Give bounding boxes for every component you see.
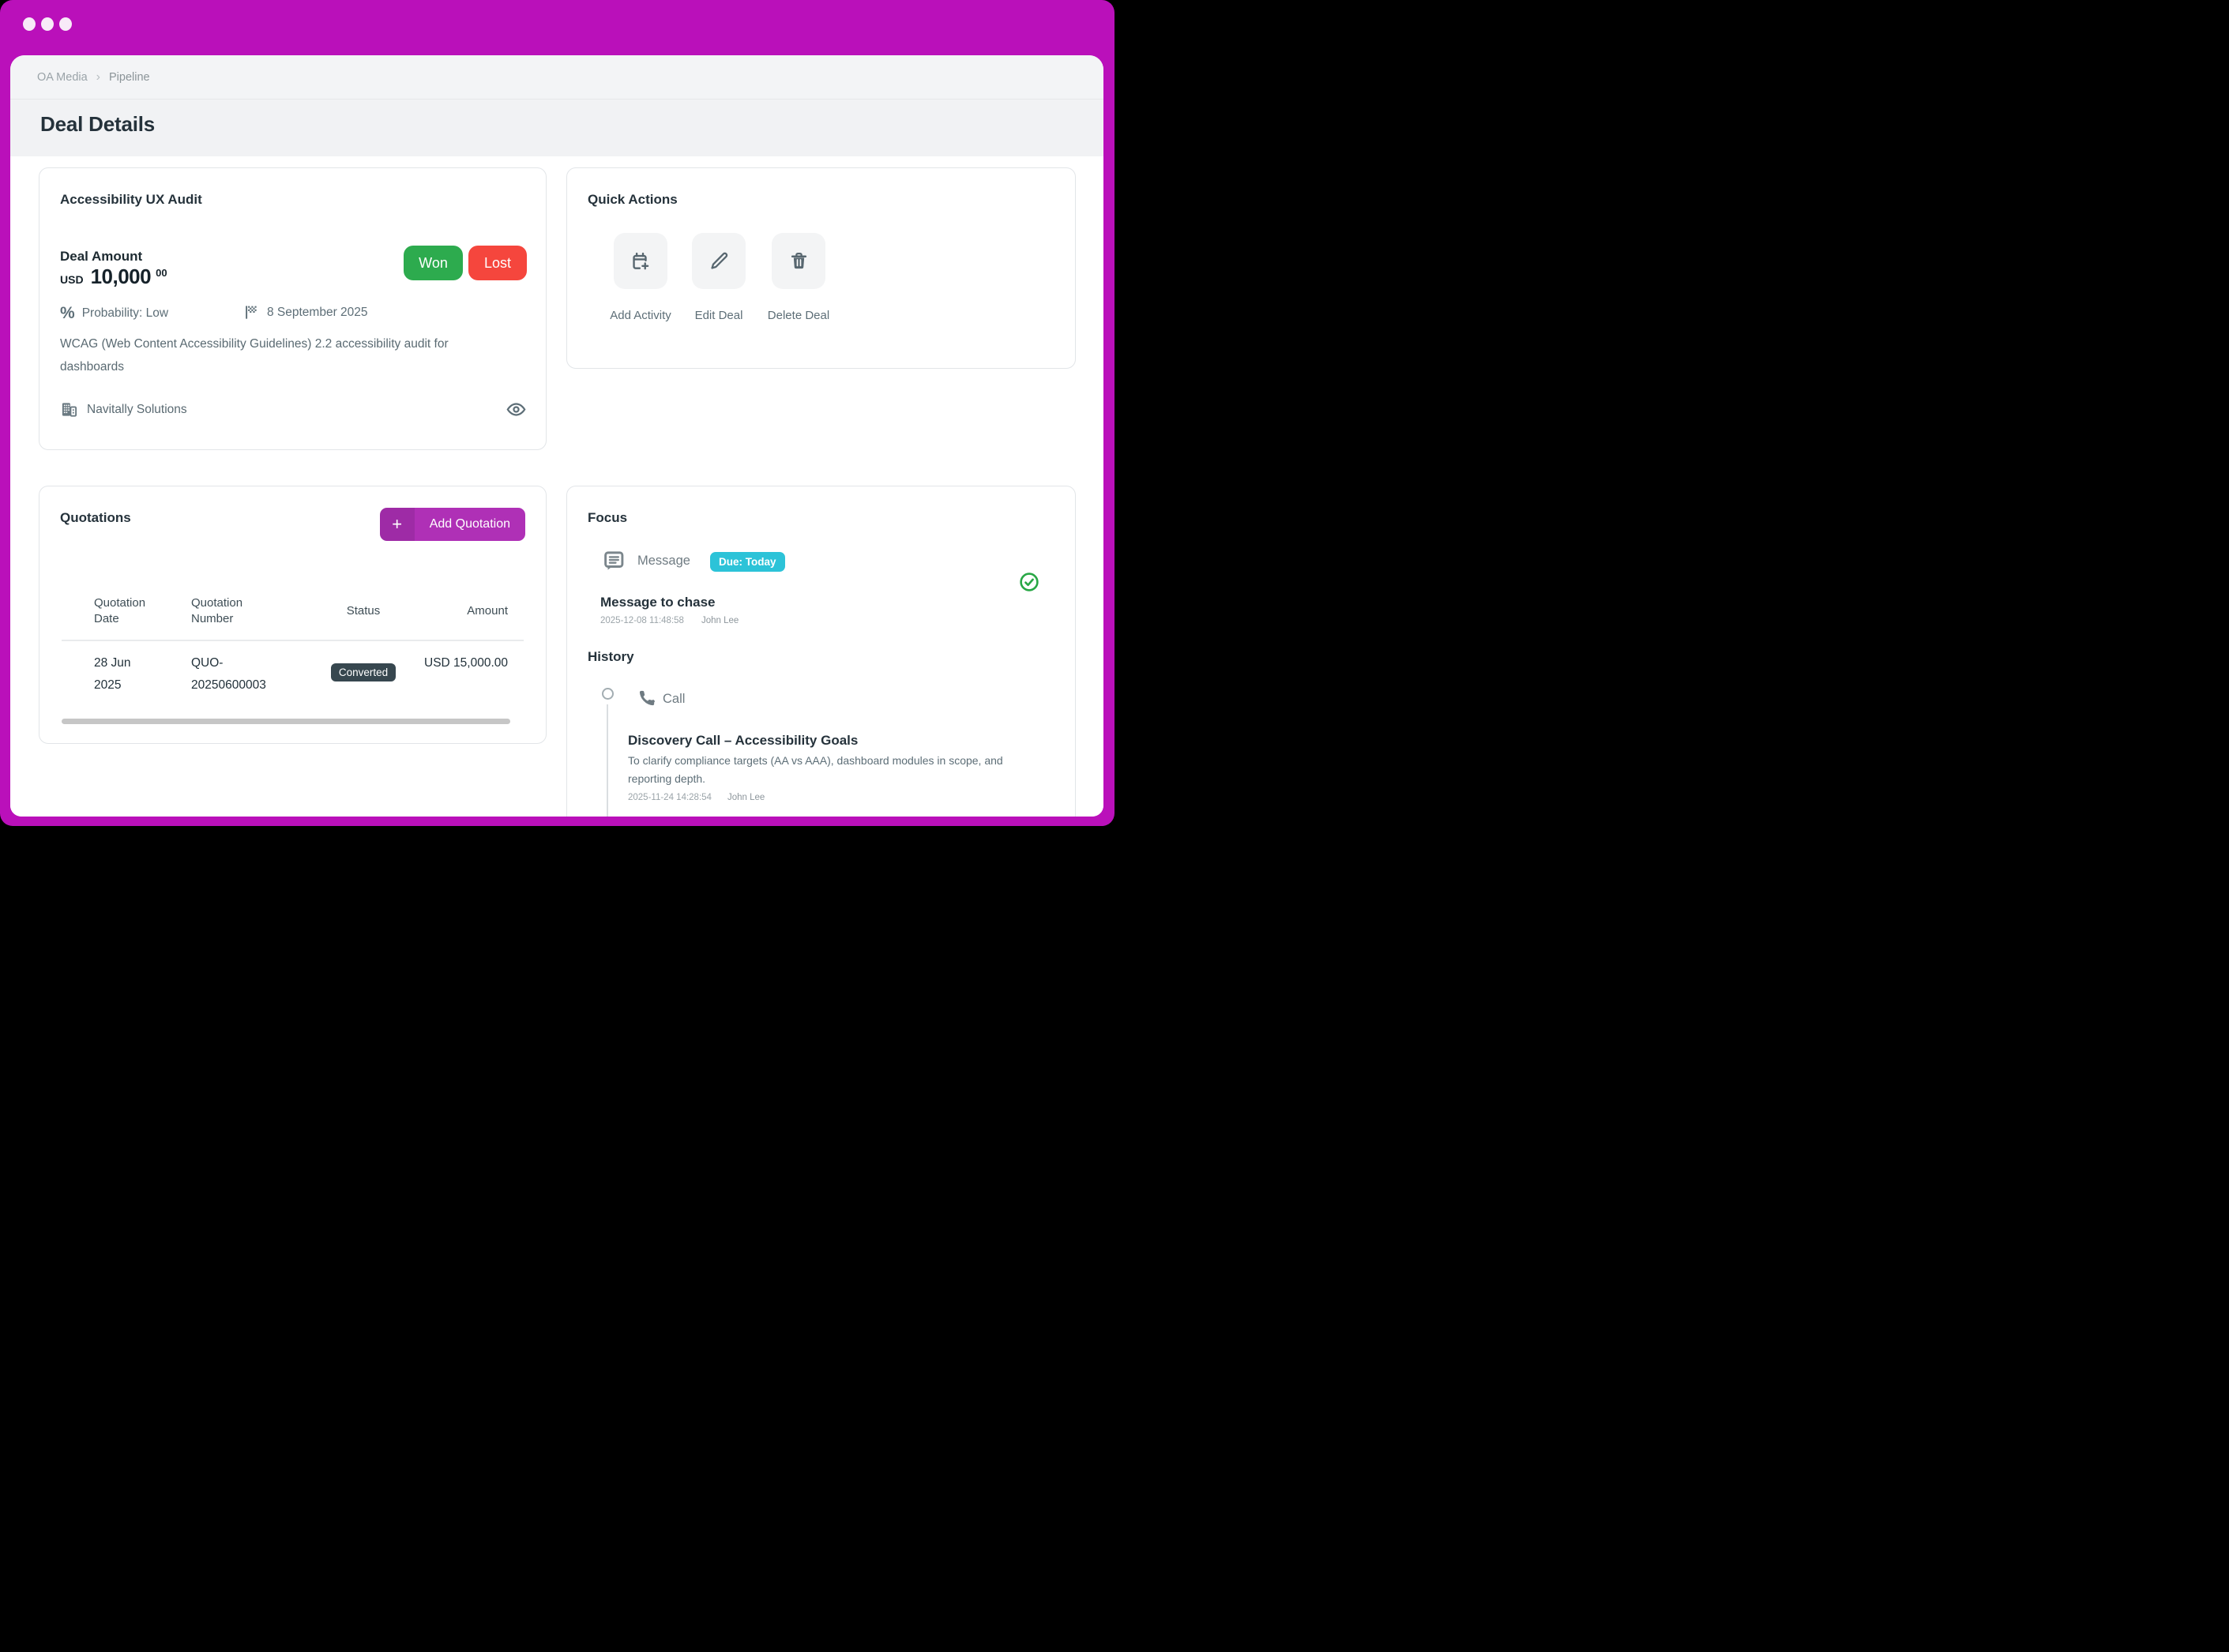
page-title: Deal Details: [40, 112, 156, 136]
finish-flag-icon: [243, 304, 260, 321]
app-window: OA Media › Pipeline Deal Details Accessi…: [10, 55, 1103, 817]
timeline-node: [602, 688, 614, 700]
add-activity-label: Add Activity: [610, 309, 671, 322]
column-header-status: Status: [346, 604, 381, 618]
delete-deal-button[interactable]: [772, 233, 825, 289]
history-entry-type: Call: [663, 692, 686, 706]
edit-deal-button[interactable]: [692, 233, 746, 289]
window-controls: [23, 17, 72, 31]
column-header-quotation-date: Quotation Date: [94, 596, 146, 625]
deal-amount-currency: USD: [60, 273, 84, 286]
focus-item-meta: 2025-12-08 11:48:58 John Lee: [600, 616, 739, 625]
probability-text: Probability: Low: [81, 306, 169, 320]
quotation-date-cell: 28 Jun 2025: [94, 656, 131, 692]
quotation-amount-cell: USD 15,000.00: [424, 656, 508, 670]
focus-card: Focus Message Due: Today Mes: [566, 486, 1076, 817]
phone-icon: [638, 690, 656, 708]
close-date-text: 8 September 2025: [267, 305, 368, 319]
add-quotation-button[interactable]: + Add Quotation: [379, 508, 525, 541]
focus-item-title: Message to chase: [600, 595, 716, 610]
focus-type-label: Message: [637, 554, 690, 568]
check-circle-icon[interactable]: [1019, 572, 1039, 592]
column-header-amount: Amount: [467, 604, 508, 618]
company-row: Navitally Solutions: [60, 400, 187, 419]
app-frame: OA Media › Pipeline Deal Details Accessi…: [0, 0, 1114, 826]
deal-amount-cents: 00: [156, 267, 167, 279]
window-dot[interactable]: [41, 17, 54, 31]
page-header: Deal Details: [10, 99, 1103, 156]
horizontal-scrollbar[interactable]: [62, 719, 510, 724]
history-entry-meta: 2025-11-24 14:28:54 John Lee: [628, 793, 765, 802]
quotation-number-cell: QUO-20250600003: [191, 656, 266, 692]
history-timestamp: 2025-11-24 14:28:54: [628, 793, 712, 802]
building-icon: [60, 400, 78, 419]
quotations-title: Quotations: [60, 510, 131, 525]
add-activity-button[interactable]: [614, 233, 667, 289]
history-owner: John Lee: [727, 793, 765, 802]
focus-title: Focus: [588, 510, 628, 525]
quotation-status-cell: Converted: [324, 663, 403, 681]
breadcrumb-item-oa-media[interactable]: OA Media: [37, 70, 88, 84]
history-entry-title: Discovery Call – Accessibility Goals: [628, 733, 859, 748]
lost-button[interactable]: Lost: [468, 246, 527, 280]
breadcrumb-item-pipeline[interactable]: Pipeline: [109, 70, 150, 84]
company-name: Navitally Solutions: [87, 402, 187, 416]
history-title: History: [588, 649, 634, 664]
chevron-right-icon: ›: [96, 69, 100, 84]
probability-row: % Probability: Low: [60, 304, 168, 323]
window-dot[interactable]: [23, 17, 36, 31]
quick-actions-card: Quick Actions: [566, 167, 1076, 369]
pencil-icon: [709, 251, 729, 271]
deal-amount-value: 10,000: [90, 265, 152, 288]
status-badge: Converted: [330, 663, 397, 681]
window-dot[interactable]: [59, 17, 72, 31]
column-header-quotation-number: Quotation Number: [191, 596, 243, 625]
percent-icon: %: [60, 304, 75, 322]
due-badge: Due: Today: [710, 552, 785, 572]
message-icon: [603, 550, 626, 573]
calendar-plus-icon: [630, 251, 651, 272]
delete-deal-label: Delete Deal: [767, 309, 830, 322]
deal-amount: USD 10,000 00: [60, 265, 167, 289]
timeline-line: [607, 704, 608, 817]
history-entry-description: To clarify compliance targets (AA vs AAA…: [628, 754, 1003, 785]
deal-title: Accessibility UX Audit: [60, 192, 202, 207]
quotations-card: Quotations + Add Quotation Quotation Dat…: [39, 486, 547, 744]
add-quotation-label: Add Quotation: [414, 508, 525, 541]
eye-icon[interactable]: [506, 399, 527, 420]
table-divider: [62, 640, 524, 641]
main-content: Accessibility UX Audit Deal Amount USD 1…: [10, 156, 1103, 817]
deal-card: Accessibility UX Audit Deal Amount USD 1…: [39, 167, 547, 450]
close-date-row: 8 September 2025: [243, 304, 368, 321]
focus-timestamp: 2025-12-08 11:48:58: [600, 616, 684, 625]
deal-amount-label: Deal Amount: [60, 249, 143, 264]
trash-icon: [789, 251, 809, 271]
plus-icon: +: [379, 508, 415, 541]
won-button[interactable]: Won: [404, 246, 463, 280]
focus-owner: John Lee: [701, 616, 739, 625]
quick-actions-title: Quick Actions: [588, 192, 678, 207]
edit-deal-label: Edit Deal: [694, 309, 743, 322]
breadcrumb: OA Media › Pipeline: [10, 55, 1103, 99]
deal-description: WCAG (Web Content Accessibility Guidelin…: [60, 337, 449, 374]
